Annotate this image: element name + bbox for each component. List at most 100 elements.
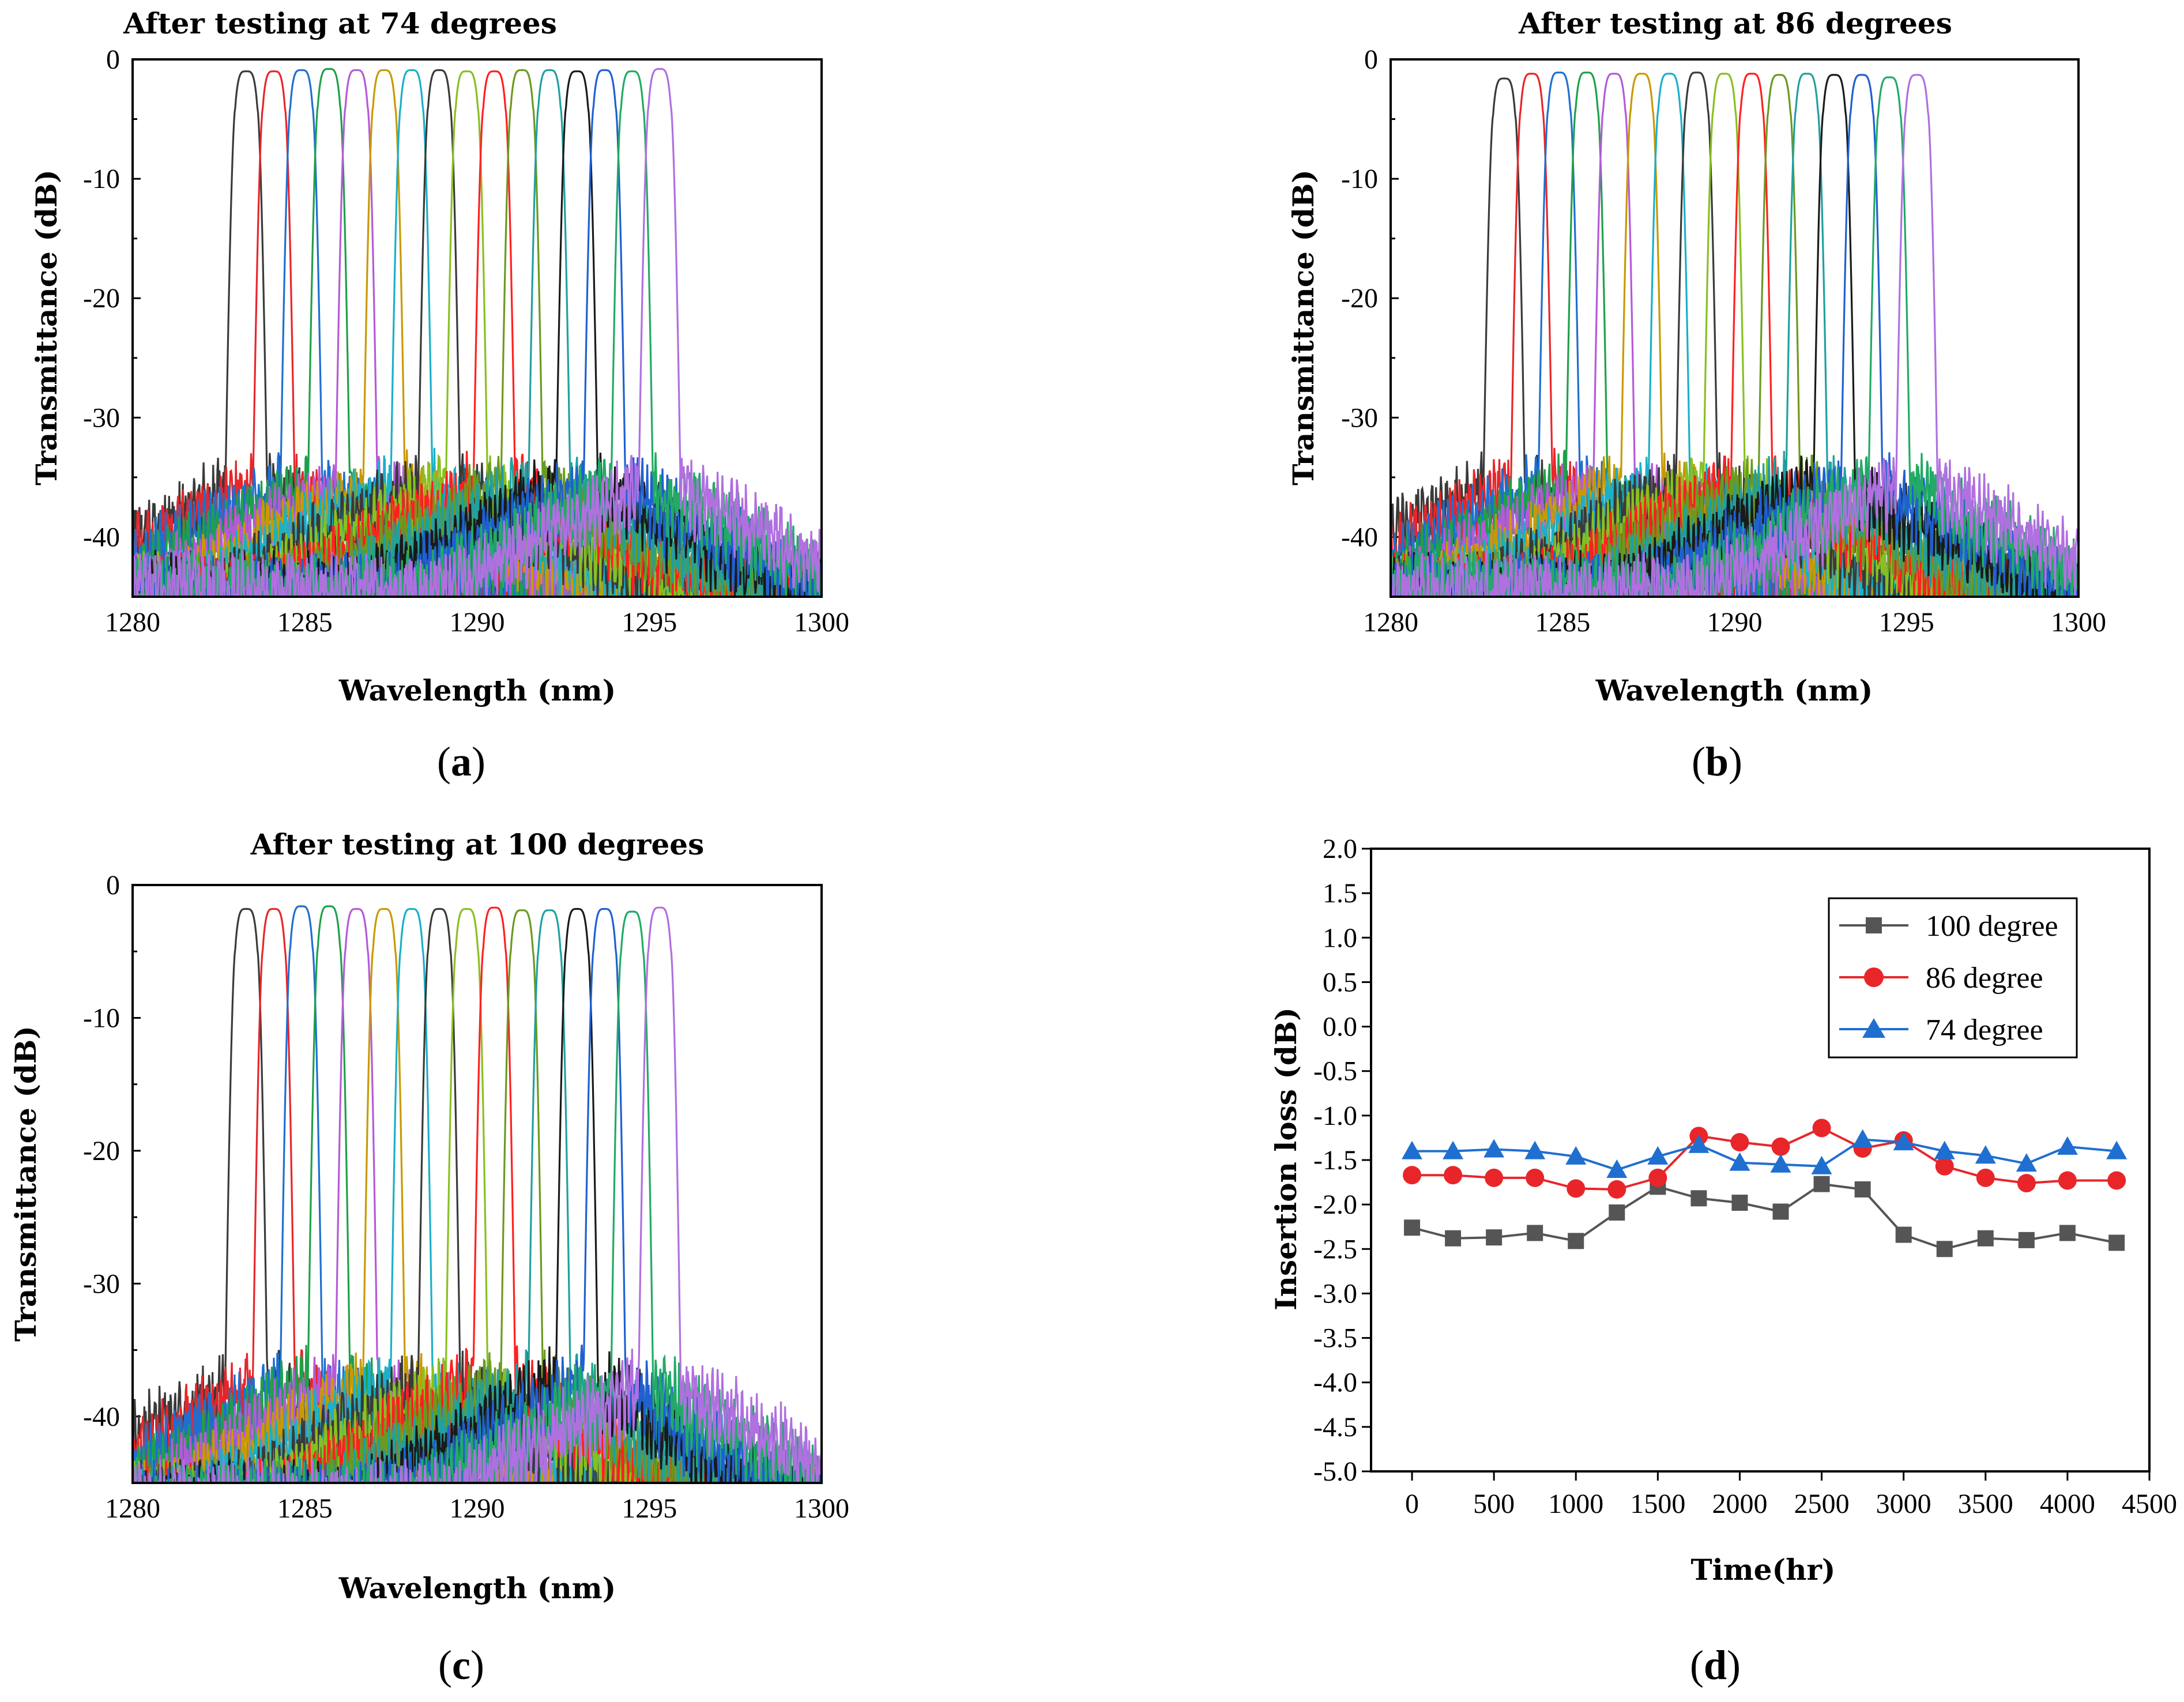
panel-a-curve-group [133,67,822,597]
series-74-point [1565,1146,1587,1165]
series-86-point [2017,1174,2036,1193]
panel-d-ytick-label: 1.5 [1323,878,1357,909]
series-74-point [1443,1140,1464,1159]
series-86-point [2058,1171,2077,1190]
series-74-point [1811,1155,1832,1174]
panel-c-frame [131,884,823,1484]
panel-b-ytick-label: -40 [1341,522,1378,552]
panel-c-yticks: 0 -10 -20 -30 -40 [83,870,141,1432]
panel-d-label: (d) [1690,1642,1741,1688]
series-100-point [1690,1190,1707,1207]
panel-b-curve-group [1391,71,2078,597]
panel-b-title: After testing at 86 degrees [1518,6,1952,40]
panel-c-xticks: 1280 1285 1290 1295 1300 [105,1475,849,1524]
panel-d-xtick-label: 4500 [2122,1489,2177,1519]
panel-d-ytick-label: -5.0 [1313,1456,1357,1487]
series-86-point [1976,1168,1995,1187]
panel-d-ytick-label: -2.0 [1313,1189,1357,1220]
series-0-line [1411,1183,2117,1251]
panel-c-title: After testing at 100 degrees [250,827,704,861]
panel-a-xtick-label: 1295 [622,607,677,638]
series-100-point [1404,1219,1421,1236]
panel-a-label: (a) [437,739,485,785]
panel-c-curve-group [133,905,822,1483]
panel-a-xtick-label: 1285 [277,607,333,638]
series-86-point [1567,1179,1586,1198]
series-100-point [1527,1225,1543,1241]
series-86-point [1648,1168,1667,1187]
panel-b-xtick-label: 1290 [1707,607,1763,638]
series-100-point [1977,1230,1994,1247]
series-74-point [1770,1154,1791,1173]
panel-a-xtick-label: 1300 [794,607,849,638]
panel-a-xtick-label: 1280 [105,607,160,638]
panel-c-channel-15-curve [133,910,820,1483]
series-86-point [1526,1168,1545,1187]
panel-b-channel-16-curve [1391,74,2078,597]
panel-b-ytick-label: -20 [1341,283,1378,314]
panel-d-frame [1370,848,2151,1473]
panel-d-ytick-label: -4.0 [1313,1368,1357,1398]
series-86-point [1935,1157,1954,1176]
panel-c-xtick-label: 1280 [105,1493,160,1524]
panel-d-legend: 100 degree 86 degree 74 degree [1828,897,2078,1059]
panel-a-yticks: 0 -10 -20 -30 -40 [83,44,141,552]
panel-a-xlabel: Wavelength (nm) [338,673,616,707]
panel-a-xticks: 1280 1285 1290 1295 1300 [105,589,849,638]
panel-d-xtick-label: 2000 [1712,1489,1767,1519]
series-74-point [1934,1140,1955,1159]
panel-b-ylabel: Transmittance (dB) [1286,170,1320,485]
panel-c-ytick-label: -10 [83,1003,120,1033]
panel-d-xtick-label: 2500 [1794,1489,1850,1519]
series-74-point [1975,1145,1996,1164]
panel-d-xtick-label: 3500 [1958,1489,2013,1519]
panel-c-channel-10-curve [136,906,820,1483]
panel-c-channel-4-curve [133,905,821,1483]
panel-d-xtick-label: 4000 [2040,1489,2095,1519]
legend-marker-100 [1866,917,1882,933]
panel-c-ytick-label: 0 [106,870,120,901]
series-86-point [1485,1168,1504,1187]
panel-a-xtick-label: 1290 [450,607,505,638]
panel-d-ytick-label: 1.0 [1323,922,1357,953]
panel-d-xtick-label: 500 [1473,1489,1515,1519]
series-74-point [1402,1140,1423,1159]
panel-c-xtick-label: 1295 [622,1493,677,1524]
series-86-point [1444,1166,1463,1185]
panel-d-letter: d [1704,1642,1727,1688]
series-100-point [2059,1225,2076,1241]
panel-d-ytick-label: -2.5 [1313,1234,1357,1264]
series-74-point [1688,1134,1709,1153]
series-74-point [1606,1159,1628,1178]
panel-c-xtick-label: 1285 [277,1493,333,1524]
legend-label-100: 100 degree [1926,910,2058,943]
panel-b-label: (b) [1692,739,1742,785]
panel-b-curves [1391,71,2078,597]
panel-b-ytick-label: -30 [1341,402,1378,433]
panel-c-xlabel: Wavelength (nm) [338,1571,616,1605]
panel-c-channel-16-curve [134,906,822,1483]
panel-c-channel-2-curve [133,908,820,1483]
series-100-point [1445,1230,1462,1247]
series-74-point [1524,1140,1546,1159]
panel-c-ytick-label: -30 [83,1268,120,1299]
panel-a-ytick-label: 0 [106,44,120,75]
panel-b-frame [1390,58,2080,598]
legend-label-86: 86 degree [1926,962,2043,995]
legend-marker-74 [1862,1018,1885,1038]
panel-b-spectrum-86: After testing at 86 degrees 0 -10 -20 -30 -4… [1286,6,2106,785]
panel-b-ytick-label: -10 [1341,164,1378,194]
panel-d-insertion-loss: 2.0 1.5 1.0 0.5 0.0 -0.5 -1.0 -1.5 -2.0 -2.5 -3.0 -… [1269,834,2177,1688]
series-100-point [1772,1203,1789,1220]
series-100-point [1936,1241,1953,1257]
panel-c-curves [133,905,822,1483]
series-100-point [1854,1181,1871,1198]
panel-d-ytick-label: -4.5 [1313,1412,1357,1443]
panel-d-yticks: 2.0 1.5 1.0 0.5 0.0 -0.5 -1.0 -1.5 -2.0 -2.5 -3.0 -… [1313,834,1371,1487]
panel-b-xtick-label: 1285 [1535,607,1590,638]
panel-c-xtick-label: 1290 [450,1493,505,1524]
panel-c-ytick-label: -40 [83,1402,120,1432]
panel-b-channel-10-curve [1391,73,2078,597]
panel-d-ytick-label: -3.5 [1313,1323,1357,1354]
